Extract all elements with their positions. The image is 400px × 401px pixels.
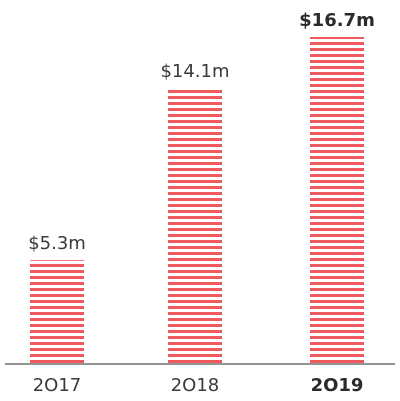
value-label-2018: $14.1m — [160, 61, 229, 82]
bar-2019 — [310, 37, 364, 364]
bars-group — [30, 37, 364, 364]
category-label-2017: 2O17 — [33, 375, 82, 396]
category-labels-group: 2O17 2O18 2O19 — [33, 375, 364, 396]
category-label-2019: 2O19 — [311, 375, 364, 396]
category-label-2018: 2O18 — [171, 375, 220, 396]
value-labels-group: $5.3m $14.1m $16.7m — [28, 10, 375, 254]
value-label-2017: $5.3m — [28, 233, 86, 254]
value-label-2019: $16.7m — [299, 10, 375, 31]
bar-2017 — [30, 260, 84, 364]
bar-2018 — [168, 87, 222, 364]
